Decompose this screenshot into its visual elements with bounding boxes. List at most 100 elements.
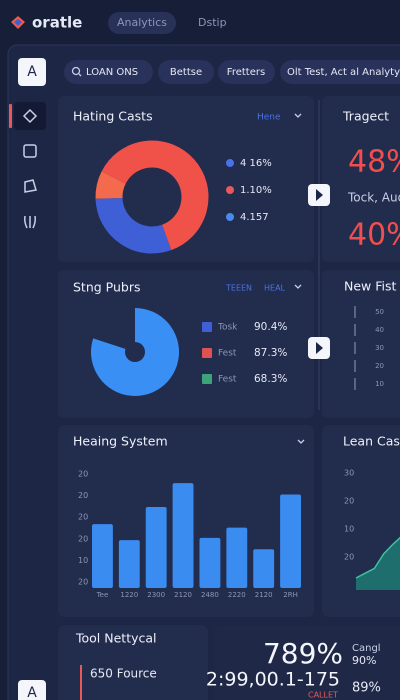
nav-indicator xyxy=(9,104,12,128)
filter-label: Bettse xyxy=(170,67,202,78)
filter-chip[interactable] xyxy=(280,60,400,84)
legend-value: 87.3% xyxy=(254,347,287,359)
legend-name: Fest xyxy=(218,349,237,359)
kpi: 789% xyxy=(263,637,343,670)
legend-swatch xyxy=(202,374,212,384)
legend-label: 4 16% xyxy=(240,158,272,169)
filter-chip[interactable] xyxy=(218,60,275,84)
donut xyxy=(95,140,209,254)
nav-icon[interactable] xyxy=(23,144,37,158)
mini-axis: 50 40 30 20 10 xyxy=(354,306,384,390)
bar xyxy=(253,549,275,588)
search-icon xyxy=(71,66,81,76)
card-tag: HEAL xyxy=(264,284,286,293)
y-axis-label: 20 xyxy=(78,534,88,543)
footer-logo: A xyxy=(27,685,37,700)
search-icon xyxy=(78,73,82,77)
x-axis-label: Tee xyxy=(96,591,109,599)
card xyxy=(322,270,400,418)
tick-label: 30 xyxy=(375,344,384,352)
range: 2:99,00.1-175 xyxy=(206,669,340,691)
x-axis-label: 2300 xyxy=(147,591,165,599)
tab[interactable]: Dstip xyxy=(198,16,227,29)
logo: A xyxy=(27,64,37,80)
x-axis-label: 2480 xyxy=(201,591,219,599)
tick-label: 10 xyxy=(375,380,384,388)
y-axis-label: 20 xyxy=(78,491,88,500)
card xyxy=(322,96,400,262)
card-title: Stng Pubrs xyxy=(73,280,141,295)
tab[interactable]: Analytics xyxy=(117,16,167,29)
bar xyxy=(92,524,113,588)
tick-label: 20 xyxy=(344,553,354,562)
legend-name: Fest xyxy=(218,375,237,385)
brand-icon-inner xyxy=(14,19,22,26)
donut-segment xyxy=(101,140,209,251)
card-title: Tragect xyxy=(342,109,389,124)
chevron[interactable] xyxy=(294,113,302,118)
y-axis-label: 20 xyxy=(78,470,88,479)
note: CALLET xyxy=(308,691,338,700)
filter-label: Olt Test, Act al Analytyt xyxy=(287,67,400,78)
card-title: Lean Casts xyxy=(343,434,400,449)
y-axis-label: 20 xyxy=(78,578,88,587)
legend-value: 90.4% xyxy=(254,321,287,333)
legend-name: Tosk xyxy=(217,323,238,333)
card-title: Hating Casts xyxy=(73,109,153,124)
kpi: 48% xyxy=(348,145,400,180)
card-title: New Fist xyxy=(344,279,397,294)
x-axis-label: 2220 xyxy=(228,591,246,599)
play-icon xyxy=(316,189,323,201)
pie xyxy=(91,308,180,396)
tick-label: 20 xyxy=(375,362,384,370)
legend: 4 16% 1.10% 4.157 xyxy=(226,158,272,223)
legend-swatch xyxy=(202,348,212,358)
item-label: 650 Fource xyxy=(90,667,157,681)
tab-active[interactable] xyxy=(108,12,176,34)
kpi-label: Tock, Aud xyxy=(347,191,400,205)
chevron[interactable] xyxy=(297,439,305,444)
kpi-value: 89% xyxy=(352,681,381,696)
nav-icon[interactable] xyxy=(24,215,36,229)
legend-label: 4.157 xyxy=(240,212,269,223)
tick-label: 40 xyxy=(375,326,384,334)
legend-dot xyxy=(226,213,234,221)
kpi: 40% xyxy=(348,218,400,253)
card-tag: Hene xyxy=(257,113,281,123)
kpi-value: 90% xyxy=(352,654,376,667)
tick-label: 20 xyxy=(344,497,354,506)
legend-dot xyxy=(226,186,234,194)
x-axis-label: 2RH xyxy=(283,591,298,599)
y-axis-label: 20 xyxy=(78,513,88,522)
logo-box[interactable] xyxy=(18,58,46,86)
nav-selected[interactable] xyxy=(14,102,46,130)
filter-label: LOAN ONS xyxy=(86,67,138,78)
bar xyxy=(226,527,248,588)
nav-icon[interactable] xyxy=(22,108,38,124)
y-axis-label: 10 xyxy=(78,556,88,565)
bar xyxy=(280,494,301,588)
area-chart: 30 20 10 20 xyxy=(344,469,400,590)
legend-swatch xyxy=(202,322,212,332)
tick-label: 50 xyxy=(375,308,384,316)
footer-logo-box[interactable] xyxy=(18,680,46,700)
bar xyxy=(199,537,221,588)
legend: Tosk 90.4% Fest 87.3% Fest 68.3% xyxy=(202,321,287,385)
card-tag: TEEEN xyxy=(225,284,252,293)
bar-chart: 20 20 20 20 10 20 Tee 1220 2300 2120 2480 2220 2120 2… xyxy=(78,470,301,599)
nav-icon[interactable] xyxy=(24,179,37,193)
filter-label: Fretters xyxy=(227,67,265,78)
bar xyxy=(145,507,167,588)
card-title: Tool Nettycal xyxy=(75,631,157,646)
card xyxy=(58,625,208,700)
legend-value: 68.3% xyxy=(254,373,287,385)
filter-chip[interactable] xyxy=(64,60,153,84)
donut-segment xyxy=(95,197,172,254)
tick-label: 30 xyxy=(344,469,354,478)
x-axis-label: 2120 xyxy=(174,591,192,599)
filter-chip[interactable] xyxy=(158,60,214,84)
play-icon xyxy=(316,342,323,354)
card xyxy=(214,625,400,700)
chevron[interactable] xyxy=(294,284,302,289)
